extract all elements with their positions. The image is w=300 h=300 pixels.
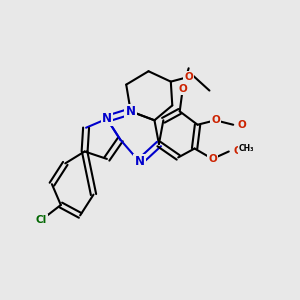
Text: O: O xyxy=(211,115,220,125)
Text: Cl: Cl xyxy=(36,215,47,225)
Text: O: O xyxy=(233,146,242,157)
Text: O: O xyxy=(208,154,217,164)
Text: O: O xyxy=(178,84,187,94)
Text: CH₃: CH₃ xyxy=(239,144,254,153)
Text: N: N xyxy=(126,105,136,118)
Text: O: O xyxy=(238,120,247,130)
Text: N: N xyxy=(102,112,112,125)
Text: N: N xyxy=(135,155,145,168)
Text: O: O xyxy=(184,72,193,82)
